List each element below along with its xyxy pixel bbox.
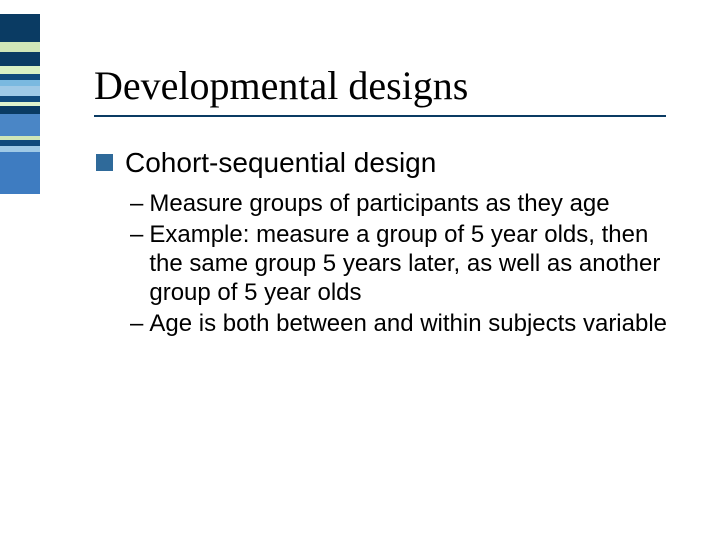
title-underline xyxy=(94,115,666,117)
level2-text: Measure groups of participants as they a… xyxy=(149,189,609,218)
level2-text: Example: measure a group of 5 year olds,… xyxy=(149,220,669,307)
slide-title: Developmental designs xyxy=(94,62,690,109)
level1-text: Cohort-sequential design xyxy=(125,147,436,179)
side-decoration xyxy=(0,14,40,194)
deco-block xyxy=(0,106,40,114)
deco-block xyxy=(0,42,40,52)
bullet-item-level1: Cohort-sequential design xyxy=(96,147,690,179)
level2-list: –Measure groups of participants as they … xyxy=(130,189,690,338)
dash-bullet-icon: – xyxy=(130,309,143,338)
deco-block xyxy=(0,114,40,136)
deco-block xyxy=(0,86,40,96)
bullet-item-level2: –Age is both between and within subjects… xyxy=(130,309,690,338)
deco-block xyxy=(0,66,40,74)
bullet-item-level2: –Measure groups of participants as they … xyxy=(130,189,690,218)
deco-block xyxy=(0,152,40,194)
deco-block xyxy=(0,14,40,42)
dash-bullet-icon: – xyxy=(130,189,143,218)
bullet-item-level2: –Example: measure a group of 5 year olds… xyxy=(130,220,690,307)
slide-body: Cohort-sequential design –Measure groups… xyxy=(94,147,690,338)
level2-text: Age is both between and within subjects … xyxy=(149,309,667,338)
dash-bullet-icon: – xyxy=(130,220,143,249)
square-bullet-icon xyxy=(96,154,113,171)
deco-block xyxy=(0,52,40,66)
slide-content: Developmental designs Cohort-sequential … xyxy=(94,62,690,340)
